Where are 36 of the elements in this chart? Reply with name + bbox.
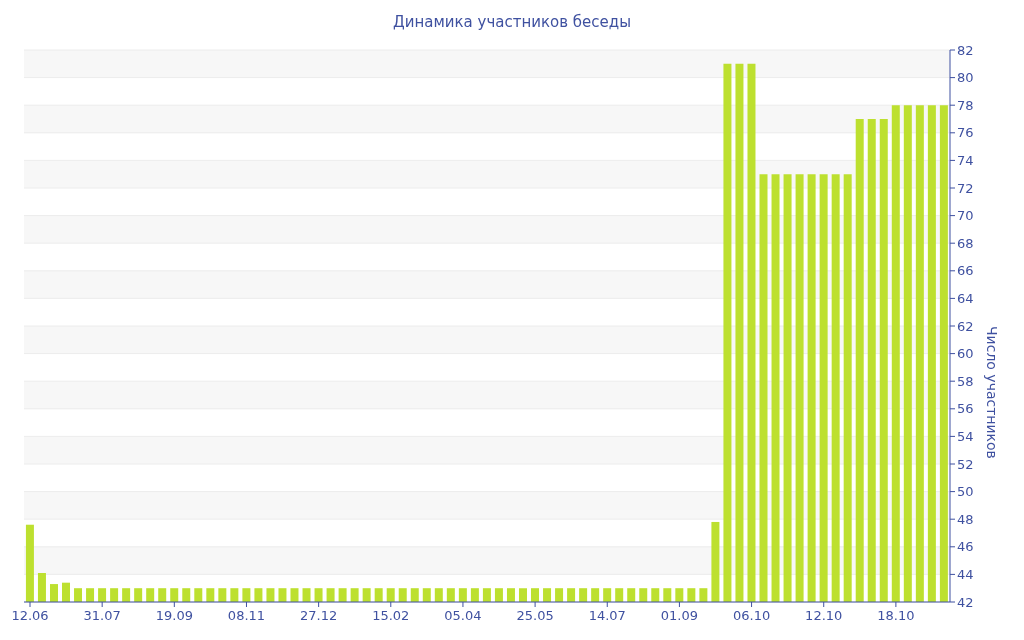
x-tick-label: 08.11 <box>227 608 266 623</box>
y-tick-label: 58 <box>957 373 974 389</box>
y-tick-label: 44 <box>957 567 974 583</box>
y-tick-label: 66 <box>957 263 974 279</box>
y-tick-label: 68 <box>957 235 974 251</box>
y-tick-label: 48 <box>957 511 974 527</box>
x-tick-label: 19.09 <box>155 608 193 623</box>
x-tick-label: 25.05 <box>516 608 554 623</box>
y-tick-label: 76 <box>957 125 974 141</box>
x-tick-label: 18.10 <box>877 608 915 623</box>
y-tick-label: 46 <box>957 539 974 555</box>
x-tick-label: 27.12 <box>300 608 338 623</box>
x-tick-label: 01.09 <box>660 608 699 623</box>
y-tick-label: 64 <box>957 291 974 307</box>
y-tick-label: 62 <box>957 318 974 334</box>
y-tick-label: 54 <box>957 429 974 445</box>
y-tick-label: 42 <box>957 594 974 610</box>
y-tick-label: 72 <box>957 180 974 196</box>
y-tick-label: 82 <box>957 42 974 58</box>
y-tick-label: 56 <box>957 401 974 417</box>
y-tick-label: 80 <box>957 70 974 86</box>
x-tick-label: 12.06 <box>11 608 49 623</box>
y-tick-label: 78 <box>957 97 974 113</box>
x-tick-label: 14.07 <box>588 608 626 623</box>
y-tick-label: 50 <box>957 484 974 500</box>
chart-title: Динамика участников беседы <box>391 12 632 33</box>
y-tick-label: 60 <box>957 346 974 362</box>
x-tick-label: 05.04 <box>444 608 482 623</box>
x-tick-label: 15.02 <box>372 608 410 623</box>
y-tick-label: 70 <box>957 208 974 224</box>
x-tick-label: 31.07 <box>83 608 121 623</box>
x-tick-label: 12.10 <box>805 608 843 623</box>
x-tick-label: 06.10 <box>732 608 771 623</box>
y-axis-title: Число участников <box>984 326 1001 459</box>
y-tick-label: 52 <box>957 456 974 472</box>
y-tick-label: 74 <box>957 153 974 169</box>
